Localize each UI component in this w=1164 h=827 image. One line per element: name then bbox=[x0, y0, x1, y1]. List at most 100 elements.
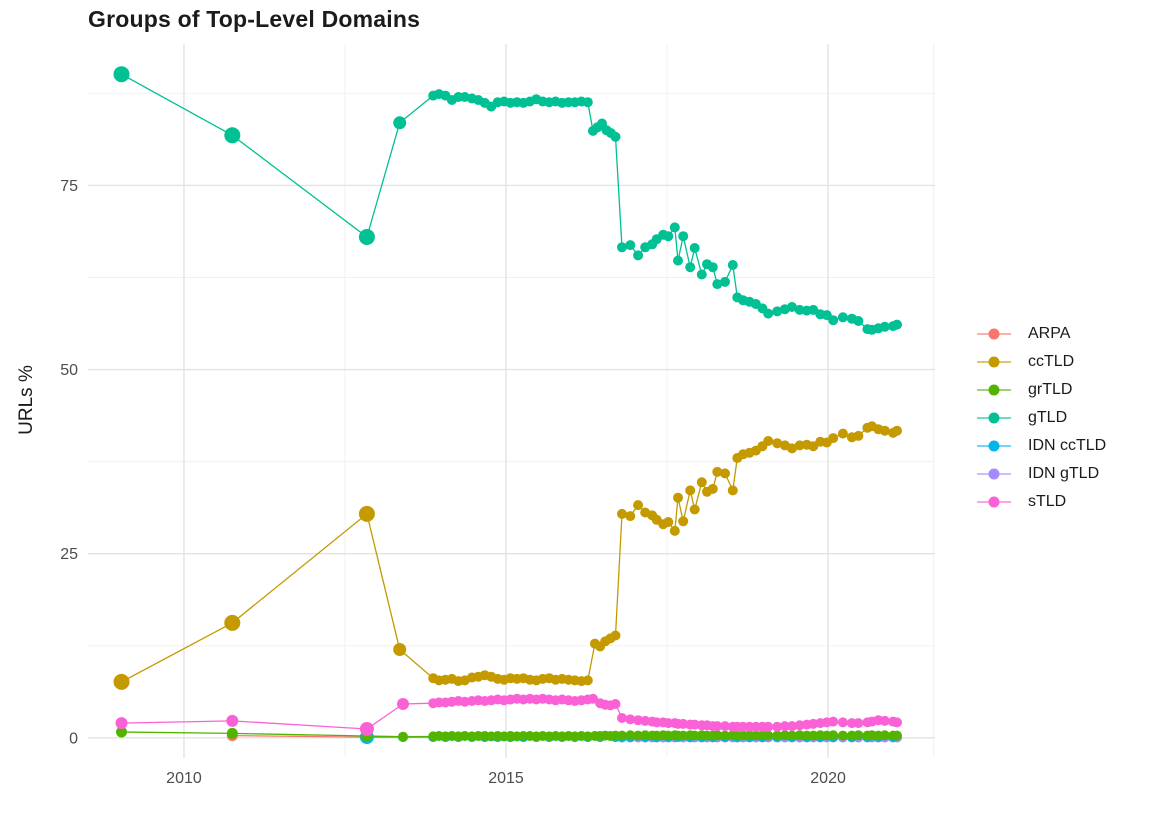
legend-key-stld bbox=[977, 496, 1011, 508]
legend-key-idn-gtld bbox=[977, 468, 1011, 480]
data-point-stld bbox=[610, 699, 621, 709]
data-point-grtld bbox=[892, 730, 902, 741]
data-point-grtld bbox=[853, 730, 864, 741]
data-point-cctld bbox=[582, 675, 593, 686]
data-point-cctld bbox=[678, 516, 689, 527]
data-point-stld bbox=[763, 721, 774, 732]
legend-item-stld: sTLD bbox=[976, 488, 1106, 516]
data-point-cctld bbox=[837, 428, 848, 439]
y-tick-label: 50 bbox=[60, 362, 78, 379]
data-point-cctld bbox=[707, 483, 718, 494]
data-point-stld bbox=[828, 716, 839, 727]
legend-key-grtld bbox=[977, 384, 1011, 396]
data-point-cctld bbox=[224, 614, 241, 631]
data-point-cctld bbox=[625, 511, 636, 522]
data-point-stld bbox=[625, 714, 636, 725]
series-line-arpa bbox=[232, 734, 367, 738]
data-point-grtld bbox=[828, 730, 839, 741]
data-point-cctld bbox=[879, 425, 890, 436]
data-point-gtld bbox=[892, 319, 902, 330]
x-tick-label: 2020 bbox=[810, 770, 846, 787]
data-point-grtld bbox=[712, 730, 723, 741]
data-point-stld bbox=[720, 721, 730, 732]
series-line-gtld bbox=[121, 73, 898, 331]
data-point-grtld bbox=[582, 731, 593, 742]
data-point-gtld bbox=[582, 97, 593, 108]
data-point-gtld bbox=[663, 231, 674, 242]
data-point-cctld bbox=[689, 504, 700, 515]
y-tick-label: 75 bbox=[60, 178, 78, 195]
legend-item-grtld: grTLD bbox=[976, 376, 1106, 404]
data-point-cctld bbox=[663, 517, 674, 527]
data-point-gtld bbox=[673, 255, 683, 266]
data-point-cctld bbox=[696, 477, 707, 488]
data-point-stld bbox=[879, 715, 890, 726]
data-point-grtld bbox=[398, 731, 408, 742]
data-point-grtld bbox=[763, 730, 774, 741]
data-point-stld bbox=[853, 718, 864, 729]
data-point-grtld bbox=[794, 730, 805, 741]
data-point-cctld bbox=[617, 508, 627, 519]
data-point-cctld bbox=[787, 443, 797, 454]
chart-title: Groups of Top-Level Domains bbox=[88, 6, 421, 32]
data-point-grtld bbox=[808, 730, 819, 741]
data-point-cctld bbox=[113, 673, 130, 690]
data-point-gtld bbox=[787, 302, 797, 312]
data-point-cctld bbox=[727, 485, 738, 496]
y-tick-label: 25 bbox=[60, 546, 78, 563]
data-point-gtld bbox=[685, 262, 696, 273]
data-point-gtld bbox=[772, 306, 783, 317]
data-point-gtld bbox=[727, 260, 738, 270]
data-point-cctld bbox=[853, 430, 864, 441]
legend-item-cctld: ccTLD bbox=[976, 348, 1106, 376]
data-point-stld bbox=[772, 721, 783, 732]
data-point-grtld bbox=[837, 730, 848, 741]
data-point-cctld bbox=[633, 500, 644, 511]
legend-item-idn-cctld: IDN ccTLD bbox=[976, 432, 1106, 460]
legend: ARPA ccTLD grTLD gTLD IDN ccTLD IDN gTLD sTLD bbox=[976, 320, 1106, 516]
data-point-stld bbox=[779, 721, 790, 732]
data-point-grtld bbox=[617, 730, 627, 741]
data-point-gtld bbox=[393, 116, 407, 130]
legend-item-gtld: gTLD bbox=[976, 404, 1106, 432]
data-point-cctld bbox=[772, 438, 783, 449]
data-point-grtld bbox=[459, 731, 470, 741]
legend-label: ccTLD bbox=[1028, 353, 1075, 370]
data-point-grtld bbox=[787, 730, 797, 741]
data-point-gtld bbox=[633, 250, 644, 261]
data-point-gtld bbox=[113, 66, 130, 83]
data-point-stld bbox=[115, 717, 128, 730]
data-point-cctld bbox=[669, 525, 680, 536]
data-point-gtld bbox=[837, 312, 848, 323]
legend-item-arpa: ARPA bbox=[976, 320, 1106, 348]
data-point-gtld bbox=[358, 229, 375, 245]
data-point-cctld bbox=[610, 630, 621, 641]
data-point-gtld bbox=[617, 242, 627, 253]
data-point-grtld bbox=[226, 727, 238, 739]
data-point-grtld bbox=[689, 730, 700, 741]
y-tick-label: 0 bbox=[69, 730, 78, 747]
data-point-stld bbox=[712, 721, 723, 732]
x-tick-label: 2010 bbox=[166, 770, 202, 787]
data-point-grtld bbox=[879, 730, 890, 741]
data-point-grtld bbox=[779, 730, 790, 741]
data-point-gtld bbox=[763, 308, 774, 319]
legend-key-cctld bbox=[977, 356, 1011, 368]
data-point-gtld bbox=[712, 279, 723, 290]
legend-key-gtld bbox=[977, 412, 1011, 424]
y-axis-title: URLs % bbox=[16, 365, 37, 435]
data-point-cctld bbox=[685, 485, 696, 496]
legend-label: ARPA bbox=[1028, 325, 1071, 342]
x-tick-label: 2015 bbox=[488, 770, 524, 787]
data-point-grtld bbox=[116, 726, 127, 738]
data-point-cctld bbox=[763, 436, 774, 446]
data-point-grtld bbox=[678, 730, 689, 741]
legend-label: IDN ccTLD bbox=[1028, 437, 1107, 454]
data-point-gtld bbox=[853, 316, 864, 326]
data-point-stld bbox=[397, 698, 409, 710]
data-point-grtld bbox=[625, 730, 636, 741]
legend-label: grTLD bbox=[1028, 381, 1073, 398]
data-point-cctld bbox=[673, 492, 683, 503]
